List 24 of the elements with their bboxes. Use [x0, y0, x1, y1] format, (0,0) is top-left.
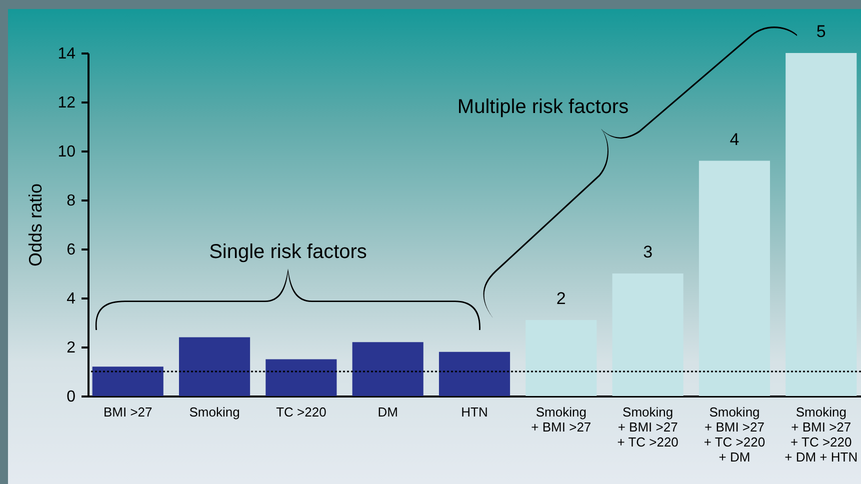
x-tick-label: Smoking + BMI >27 + TC >220 [617, 404, 678, 450]
annotation: Single risk factors [209, 241, 367, 263]
x-tick-label: Smoking [189, 404, 240, 420]
y-tick-label: 10 [58, 144, 76, 160]
y-tick-label: 0 [66, 388, 76, 406]
annotation: 2 [556, 289, 566, 308]
x-tick-label: Smoking + BMI >27 + TC >220 + DM + HTN [784, 404, 858, 464]
x-tick-label: TC >220 [276, 404, 326, 420]
y-tick-label: 12 [58, 94, 76, 112]
x-tick-label: Smoking + BMI >27 [531, 404, 592, 434]
x-tick-label: BMI >27 [103, 404, 152, 420]
y-tick-label: 8 [66, 192, 76, 210]
annotation: 3 [643, 242, 653, 262]
y-tick-label: 4 [66, 290, 76, 308]
x-tick-label: Smoking + BMI >27 + TC >220 + DM [704, 404, 766, 464]
annotation: 4 [730, 130, 740, 149]
y-axis-title: Odds ratio [26, 183, 46, 267]
y-tick-label: 2 [66, 340, 76, 356]
y-tick-label: 6 [66, 242, 76, 258]
x-tick-label: HTN [461, 404, 488, 420]
annotation: Multiple risk factors [457, 96, 629, 118]
x-tick-label: DM [378, 404, 398, 420]
annotation: 5 [816, 22, 826, 41]
y-tick-label: 14 [58, 46, 76, 62]
